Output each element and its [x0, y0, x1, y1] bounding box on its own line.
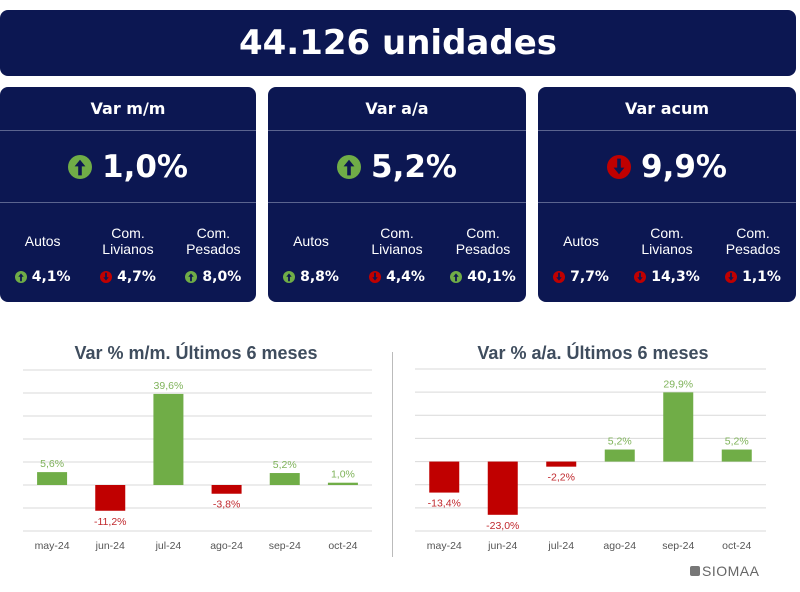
card-value: 9,9%	[641, 149, 727, 185]
data-label: 1,0%	[331, 469, 355, 481]
arrow-up-circle-icon	[15, 271, 27, 283]
card-title: Var m/m	[91, 99, 166, 118]
arrow-up-circle-icon	[337, 155, 361, 179]
sub-stat: Autos7,7%	[538, 203, 624, 301]
x-tick-label: may-24	[35, 540, 70, 552]
bar-oct-24	[722, 450, 752, 462]
chart-aa: Var % a/a. Últimos 6 meses-13,4%may-24-2…	[393, 340, 793, 560]
card-title: Var acum	[625, 99, 709, 118]
sub-label: Com. Pesados	[171, 213, 256, 269]
data-label: 5,2%	[608, 436, 632, 448]
data-label: 5,2%	[725, 436, 749, 448]
sub-value: 4,1%	[32, 269, 71, 285]
sub-stat: Com. Livianos4,4%	[354, 203, 440, 301]
sub-label: Autos	[25, 213, 61, 269]
x-tick-label: jul-24	[547, 540, 574, 552]
sub-value: 7,7%	[570, 269, 609, 285]
card-0: Var m/m 1,0% Autos4,1%Com. Livianos4,7%C…	[0, 87, 256, 302]
sub-stat: Com. Livianos4,7%	[85, 203, 170, 301]
bar-oct-24	[328, 483, 358, 485]
sub-label: Autos	[563, 213, 599, 269]
sub-value: 40,1%	[467, 269, 516, 285]
sub-stat: Autos4,1%	[0, 203, 85, 301]
sub-stat: Com. Pesados8,0%	[171, 203, 256, 301]
data-label: -23,0%	[486, 520, 519, 532]
sub-value: 1,1%	[742, 269, 781, 285]
card-value: 5,2%	[371, 149, 457, 185]
sub-stat: Com. Pesados1,1%	[710, 203, 796, 301]
total-units: 44.126 unidades	[239, 23, 557, 63]
sub-label: Autos	[293, 213, 329, 269]
arrow-up-circle-icon	[68, 155, 92, 179]
arrow-up-circle-icon	[450, 271, 462, 283]
x-tick-label: oct-24	[722, 540, 751, 552]
arrow-down-circle-icon	[100, 271, 112, 283]
bar-ago-24	[212, 485, 242, 494]
arrow-up-circle-icon	[185, 271, 197, 283]
sub-value: 4,7%	[117, 269, 156, 285]
chart-mm: Var % m/m. Últimos 6 meses5,6%may-24-11,…	[0, 340, 392, 560]
x-tick-label: jun-24	[95, 540, 125, 552]
sub-stat: Com. Pesados40,1%	[440, 203, 526, 301]
arrow-down-circle-icon	[607, 155, 631, 179]
sub-value: 8,0%	[202, 269, 241, 285]
bar-jun-24	[95, 485, 125, 511]
sub-label: Com. Livianos	[624, 213, 710, 269]
x-tick-label: ago-24	[603, 540, 636, 552]
data-label: 39,6%	[154, 380, 184, 392]
arrow-down-circle-icon	[553, 271, 565, 283]
card-1: Var a/a 5,2% Autos8,8%Com. Livianos4,4%C…	[268, 87, 526, 302]
card-title: Var a/a	[365, 99, 428, 118]
sub-label: Com. Pesados	[440, 213, 526, 269]
sub-value: 4,4%	[386, 269, 425, 285]
x-tick-label: may-24	[427, 540, 462, 552]
bar-sep-24	[663, 392, 693, 461]
sub-label: Com. Pesados	[710, 213, 796, 269]
data-label: -13,4%	[428, 498, 461, 510]
x-tick-label: ago-24	[210, 540, 243, 552]
x-tick-label: sep-24	[269, 540, 301, 552]
bar-jul-24	[153, 394, 183, 485]
bar-jun-24	[488, 462, 518, 515]
sub-label: Com. Livianos	[354, 213, 440, 269]
sub-stat: Autos8,8%	[268, 203, 354, 301]
card-value: 1,0%	[102, 149, 188, 185]
x-tick-label: jun-24	[487, 540, 517, 552]
x-tick-label: oct-24	[328, 540, 357, 552]
x-tick-label: jul-24	[155, 540, 182, 552]
bar-sep-24	[270, 473, 300, 485]
sub-value: 8,8%	[300, 269, 339, 285]
arrow-down-circle-icon	[369, 271, 381, 283]
data-label: -11,2%	[94, 516, 127, 528]
bar-jul-24	[546, 462, 576, 467]
total-units-banner: 44.126 unidades	[0, 10, 796, 76]
arrow-down-circle-icon	[634, 271, 646, 283]
data-label: -3,8%	[213, 499, 240, 511]
bar-may-24	[37, 472, 67, 485]
arrow-down-circle-icon	[725, 271, 737, 283]
data-label: -2,2%	[548, 472, 575, 484]
sub-value: 14,3%	[651, 269, 700, 285]
logo-mark-icon	[690, 566, 700, 576]
arrow-up-circle-icon	[283, 271, 295, 283]
card-2: Var acum 9,9% Autos7,7%Com. Livianos14,3…	[538, 87, 796, 302]
bar-may-24	[429, 462, 459, 493]
data-label: 5,6%	[40, 458, 64, 470]
sub-label: Com. Livianos	[85, 213, 170, 269]
x-tick-label: sep-24	[662, 540, 694, 552]
sub-stat: Com. Livianos14,3%	[624, 203, 710, 301]
siomaa-logo: SIOMAA	[690, 563, 759, 579]
data-label: 29,9%	[663, 378, 693, 390]
bar-ago-24	[605, 450, 635, 462]
data-label: 5,2%	[273, 459, 297, 471]
